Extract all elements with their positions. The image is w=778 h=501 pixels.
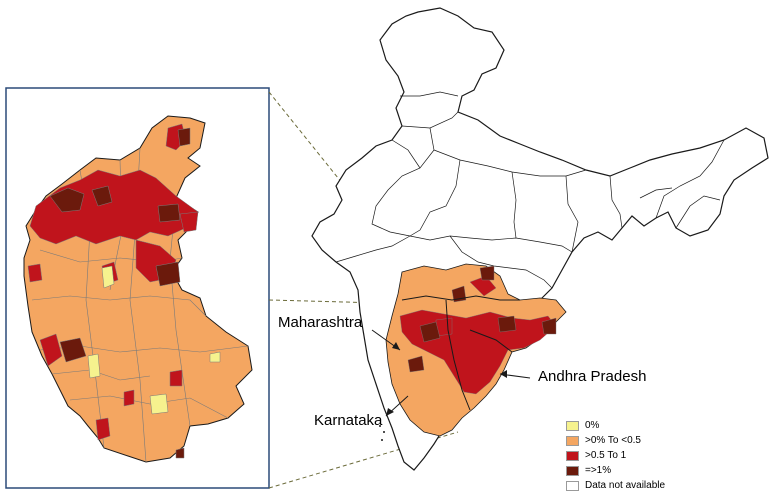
india-outline bbox=[311, 7, 769, 471]
legend-label: =>1% bbox=[585, 465, 612, 476]
arrow-heads bbox=[386, 342, 507, 416]
legend-swatch-low bbox=[566, 435, 579, 446]
state-boundaries bbox=[335, 91, 725, 289]
legend-item-zero: 0% bbox=[566, 418, 665, 433]
legend-swatch-high bbox=[566, 465, 579, 476]
legend-label: Data not available bbox=[585, 480, 666, 491]
legend-item-na: Data not available bbox=[566, 478, 665, 493]
legend-item-high: =>1% bbox=[566, 463, 665, 478]
label-andhra-pradesh: Andhra Pradesh bbox=[538, 368, 647, 385]
karnataka-inset-map bbox=[23, 115, 253, 463]
high-prevalence-districts bbox=[49, 127, 191, 459]
legend-swatch-mid bbox=[566, 450, 579, 461]
legend-swatch-zero bbox=[566, 420, 579, 431]
south-state-boundaries bbox=[401, 295, 520, 411]
legend-label: 0% bbox=[585, 420, 600, 431]
legend-item-mid: >0.5 To 1 bbox=[566, 448, 665, 463]
legend-label: >0.5 To 1 bbox=[585, 450, 627, 461]
legend-item-low: >0% To <0.5 bbox=[566, 433, 665, 448]
label-maharashtra: Maharashtra bbox=[278, 314, 363, 331]
label-karnataka: Karnataka bbox=[314, 412, 383, 429]
india-map bbox=[311, 7, 769, 471]
legend-swatch-na bbox=[566, 480, 579, 491]
legend-label: >0% To <0.5 bbox=[585, 435, 641, 446]
zero-prevalence-districts bbox=[87, 265, 221, 415]
legend: 0% >0% To <0.5 >0.5 To 1 =>1% Data not a… bbox=[566, 418, 665, 493]
islands bbox=[379, 425, 385, 441]
